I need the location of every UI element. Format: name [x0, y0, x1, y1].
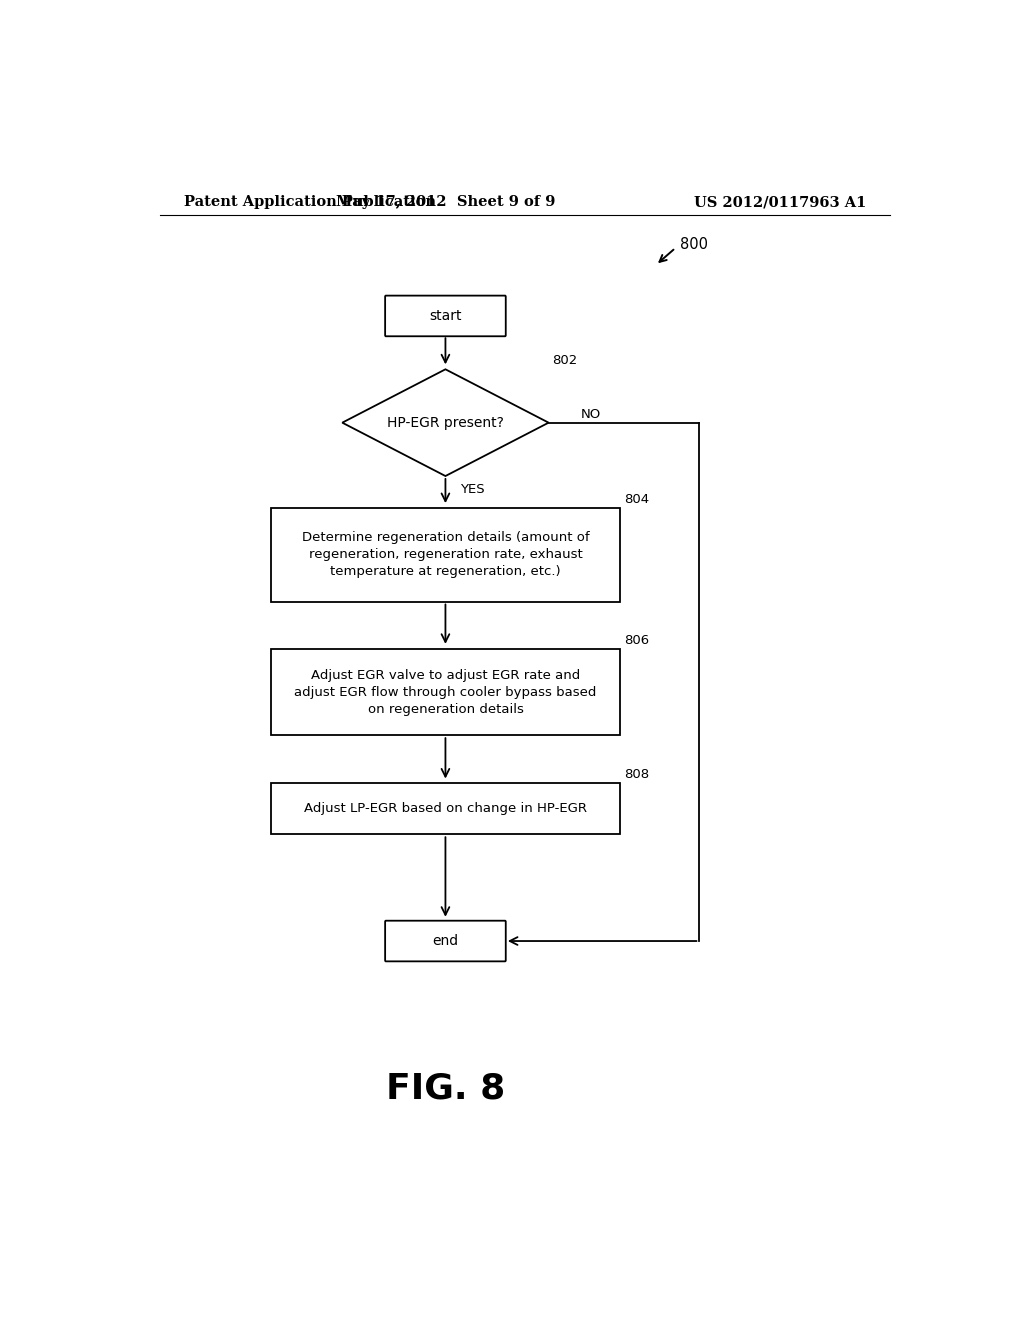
Text: FIG. 8: FIG. 8: [386, 1072, 505, 1105]
Text: US 2012/0117963 A1: US 2012/0117963 A1: [693, 195, 866, 209]
Bar: [270, 649, 620, 735]
Text: Adjust LP-EGR based on change in HP-EGR: Adjust LP-EGR based on change in HP-EGR: [304, 803, 587, 816]
Polygon shape: [342, 370, 549, 477]
Text: Adjust EGR valve to adjust EGR rate and
adjust EGR flow through cooler bypass ba: Adjust EGR valve to adjust EGR rate and …: [294, 668, 597, 715]
FancyBboxPatch shape: [385, 921, 506, 961]
Text: 804: 804: [624, 492, 649, 506]
Text: start: start: [429, 309, 462, 323]
Text: NO: NO: [581, 408, 601, 421]
Text: May 17, 2012  Sheet 9 of 9: May 17, 2012 Sheet 9 of 9: [336, 195, 555, 209]
Text: 802: 802: [553, 354, 578, 367]
Bar: [270, 784, 620, 834]
Text: end: end: [432, 935, 459, 948]
FancyBboxPatch shape: [385, 296, 506, 337]
Text: 806: 806: [624, 634, 649, 647]
Text: Determine regeneration details (amount of
regeneration, regeneration rate, exhau: Determine regeneration details (amount o…: [302, 531, 589, 578]
Text: Patent Application Publication: Patent Application Publication: [183, 195, 435, 209]
Text: YES: YES: [460, 483, 484, 496]
Bar: [270, 508, 620, 602]
Text: HP-EGR present?: HP-EGR present?: [387, 416, 504, 430]
Text: 808: 808: [624, 768, 649, 781]
Text: 800: 800: [680, 238, 708, 252]
